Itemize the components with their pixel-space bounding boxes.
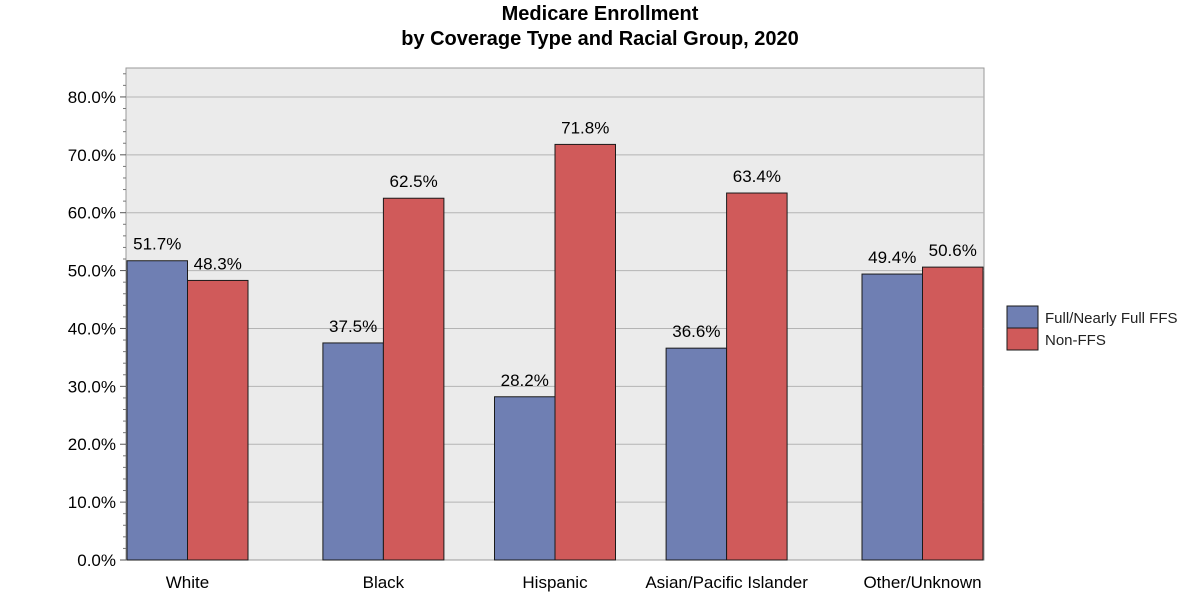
data-label: 49.4% <box>868 248 916 267</box>
data-label: 51.7% <box>133 235 181 254</box>
x-axis: White Black Hispanic Asian/Pacific Islander… <box>166 573 982 592</box>
y-tick-label: 50.0% <box>68 262 116 281</box>
legend: Full/Nearly Full FFS Non-FFS <box>1006 305 1178 351</box>
data-label: 63.4% <box>733 167 781 186</box>
bar-non-ffs-hispanic <box>554 143 616 561</box>
bar-non-ffs-other-unknown <box>922 266 984 561</box>
x-category-label: Asian/Pacific Islander <box>645 573 808 592</box>
bar-ffs-hispanic <box>494 396 556 561</box>
data-label: 48.3% <box>194 254 242 273</box>
y-axis-minor-ticks <box>123 73 126 549</box>
data-label: 71.8% <box>561 118 609 137</box>
data-label: 36.6% <box>672 322 720 341</box>
legend-swatch <box>1006 305 1039 329</box>
bar-ffs-other-unknown <box>861 273 923 561</box>
data-label: 28.2% <box>501 371 549 390</box>
data-label: 50.6% <box>929 241 977 260</box>
bar-non-ffs-asian-pacific-islander <box>726 192 788 561</box>
legend-label: Non-FFS <box>1045 332 1106 349</box>
bar-non-ffs-white <box>187 279 249 561</box>
y-tick-label: 30.0% <box>68 377 116 396</box>
data-label: 62.5% <box>390 172 438 191</box>
y-tick-label: 70.0% <box>68 146 116 165</box>
bars <box>126 143 984 561</box>
x-category-label: White <box>166 573 209 592</box>
x-category-label: Hispanic <box>522 573 588 592</box>
chart-title: Medicare Enrollment <box>502 3 699 25</box>
bar-non-ffs-black <box>382 197 445 561</box>
legend-label: Full/Nearly Full FFS <box>1045 310 1178 327</box>
y-tick-label: 20.0% <box>68 435 116 454</box>
y-tick-label: 60.0% <box>68 204 116 223</box>
bar-ffs-black <box>322 342 384 561</box>
legend-swatch <box>1006 327 1039 351</box>
bar-ffs-white <box>126 260 188 561</box>
bar-ffs-asian-pacific-islander <box>665 347 728 561</box>
data-label: 37.5% <box>329 317 377 336</box>
y-tick-label: 0.0% <box>77 551 116 570</box>
y-tick-label: 80.0% <box>68 88 116 107</box>
y-axis: 0.0% 10.0% 20.0% 30.0% 40.0% 50.0% 60.0% 70.0% 8… <box>68 88 126 570</box>
y-tick-label: 10.0% <box>68 493 116 512</box>
y-tick-label: 40.0% <box>68 319 116 338</box>
x-category-label: Black <box>363 573 405 592</box>
x-category-label: Other/Unknown <box>863 573 981 592</box>
data-labels: 51.7% 48.3% 37.5% 62.5% 28.2% 71.8% 36.6% 63.4%… <box>133 118 977 389</box>
chart-subtitle: by Coverage Type and Racial Group, 2020 <box>401 28 799 50</box>
